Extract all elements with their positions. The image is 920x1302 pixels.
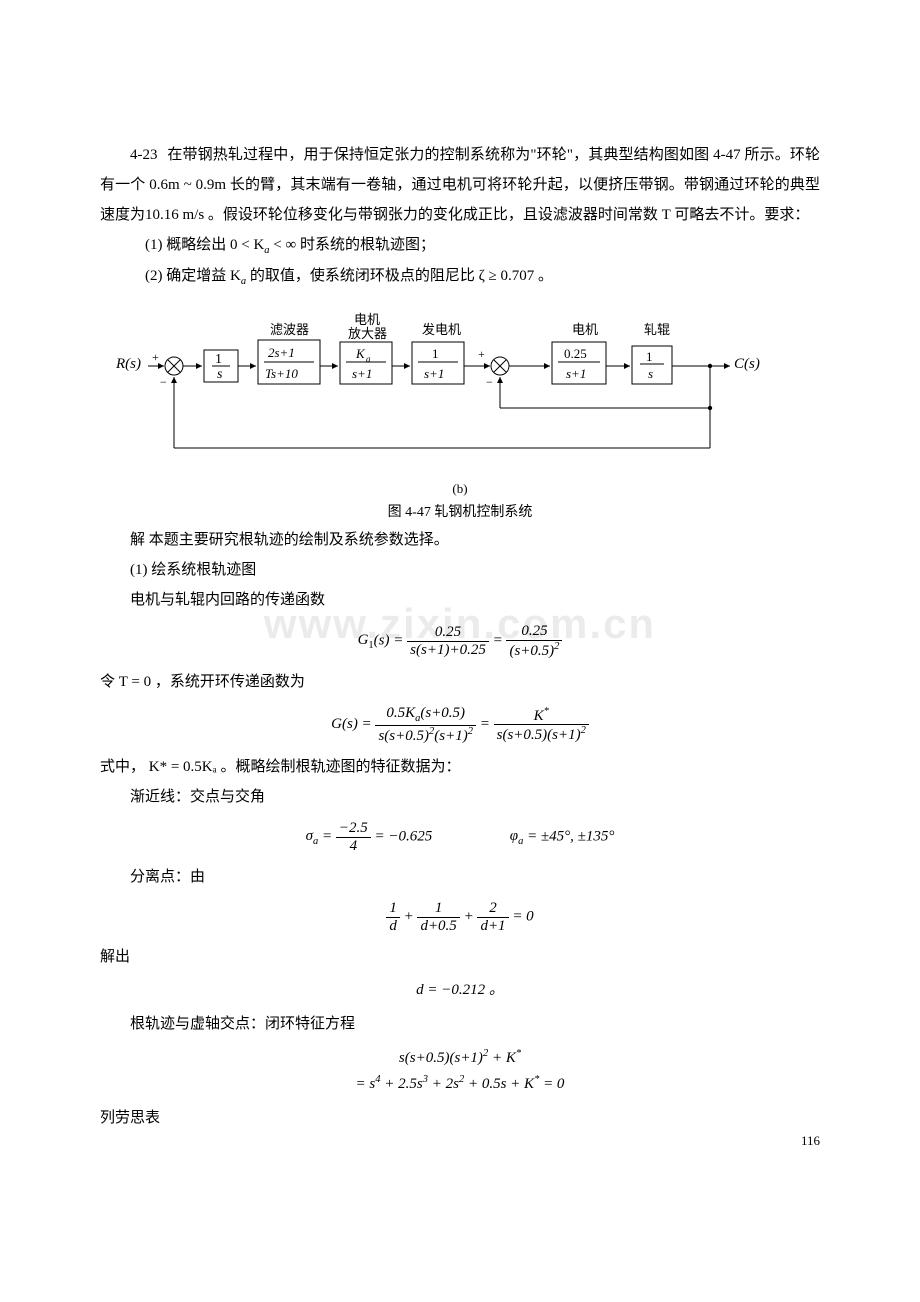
- equation-separation: 1d + 1d+0.5 + 2d+1 = 0: [100, 900, 820, 934]
- problem-number: 4-23: [130, 147, 158, 163]
- svg-text:R(s): R(s): [115, 356, 141, 372]
- svg-text:电机: 电机: [572, 322, 598, 337]
- svg-text:+: +: [478, 347, 485, 361]
- imag-axis-label: 根轨迹与虚轴交点：闭环特征方程: [100, 1009, 820, 1039]
- problem-intro-text: 在带钢热轧过程中，用于保持恒定张力的控制系统称为"环轮"，其典型结构图如图 4-…: [100, 147, 820, 223]
- kstar-def: 式中， K* = 0.5Kₐ 。概略绘制根轨迹图的特征数据为：: [100, 752, 820, 782]
- equation-char-1: s(s+0.5)(s+1)2 + K* = s4 + 2.5s3 + 2s2 +…: [100, 1047, 820, 1095]
- figure-sub-label: (b): [100, 481, 820, 497]
- equation-G: G(s) = 0.5Ka(s+0.5)s(s+0.5)2(s+1)2 = K*s…: [100, 705, 820, 744]
- svg-text:轧辊: 轧辊: [644, 322, 670, 337]
- svg-text:1: 1: [432, 346, 439, 361]
- figure-caption: 图 4-47 轧钢机控制系统: [100, 501, 820, 521]
- routh-label: 列劳思表: [100, 1103, 820, 1133]
- svg-text:滤波器: 滤波器: [270, 322, 309, 337]
- inner-loop-label: 电机与轧辊内回路的传递函数: [100, 585, 820, 615]
- svg-text:C(s): C(s): [734, 356, 760, 372]
- question-1: (1) 概略绘出 0 < Ka < ∞ 时系统的根轨迹图；: [100, 230, 820, 261]
- solution-intro: 解 本题主要研究根轨迹的绘制及系统参数选择。: [100, 525, 820, 555]
- equation-G1: G1(s) = 0.25s(s+1)+0.25 = 0.25(s+0.5)2: [100, 623, 820, 659]
- svg-text:s: s: [217, 367, 223, 382]
- problem-intro: 4-23 在带钢热轧过程中，用于保持恒定张力的控制系统称为"环轮"，其典型结构图…: [100, 140, 820, 230]
- svg-text:s+1: s+1: [352, 366, 372, 381]
- svg-text:K: K: [355, 346, 366, 361]
- svg-text:1: 1: [215, 352, 222, 367]
- question-2: (2) 确定增益 Ka 的取值，使系统闭环极点的阻尼比 ζ ≥ 0.707 。: [100, 261, 820, 292]
- svg-text:发电机: 发电机: [422, 322, 461, 337]
- svg-text:Ts+10: Ts+10: [265, 366, 298, 381]
- block-diagram: R(s) + − 1 s 滤波器 2s+1 Ts+10 电机 放大器: [100, 308, 820, 473]
- svg-text:+: +: [152, 350, 159, 364]
- svg-text:−: −: [486, 375, 493, 389]
- svg-text:电机: 电机: [354, 312, 380, 327]
- step1-title: (1) 绘系统根轨迹图: [100, 555, 820, 585]
- solve-label: 解出: [100, 942, 820, 972]
- svg-text:2s+1: 2s+1: [268, 345, 295, 360]
- asymptote-label: 渐近线：交点与交角: [100, 782, 820, 812]
- svg-text:s+1: s+1: [566, 366, 586, 381]
- svg-text:放大器: 放大器: [348, 326, 387, 341]
- svg-text:s+1: s+1: [424, 366, 444, 381]
- svg-text:s: s: [648, 366, 653, 381]
- separation-label: 分离点：由: [100, 862, 820, 892]
- equation-d: d = −0.212 。: [100, 980, 820, 1001]
- svg-text:0.25: 0.25: [564, 346, 587, 361]
- svg-text:1: 1: [646, 349, 653, 364]
- set-T-text: 令 T = 0 ，系统开环传递函数为: [100, 667, 820, 697]
- page-number: 116: [801, 1133, 820, 1149]
- svg-text:−: −: [160, 375, 167, 389]
- equation-sigma-phi: σa = −2.54 = −0.625 φa = ±45°, ±135°: [100, 820, 820, 854]
